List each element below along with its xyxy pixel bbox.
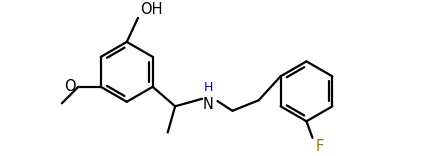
Text: H: H bbox=[204, 81, 213, 94]
Text: F: F bbox=[315, 139, 324, 154]
Text: OH: OH bbox=[140, 2, 163, 17]
Text: O: O bbox=[65, 79, 76, 94]
Text: N: N bbox=[203, 97, 214, 112]
